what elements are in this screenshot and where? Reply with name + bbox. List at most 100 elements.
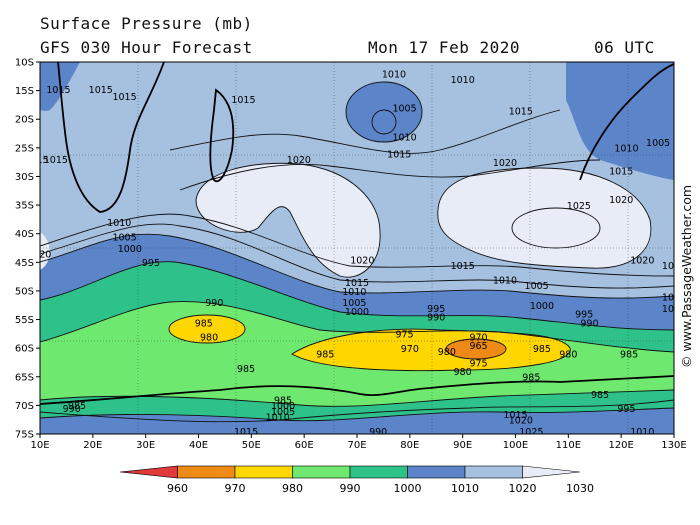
colorbar-label: 1020 <box>509 482 537 495</box>
lon-label: 60E <box>295 440 314 451</box>
lat-label: 30S <box>15 172 34 183</box>
pressure-label: 985 <box>195 318 213 329</box>
pressure-label: 1005 <box>525 281 549 292</box>
colorbar-label: 980 <box>282 482 303 495</box>
pressure-label: 1000 <box>662 293 686 304</box>
pressure-label: 985 <box>68 401 86 412</box>
pressure-label: 1010 <box>392 132 416 143</box>
pressure-label: 1010 <box>630 427 654 438</box>
pressure-label: 985 <box>274 396 292 407</box>
pressure-label: 980 <box>438 347 456 358</box>
blob-980-left <box>169 315 245 343</box>
blob-970 <box>446 339 506 359</box>
pressure-label: 1010 <box>614 144 638 155</box>
high-east <box>437 168 651 269</box>
pressure-label: 1000 <box>530 301 554 312</box>
pressure-label: 1010 <box>266 413 290 424</box>
pressure-label: 990 <box>580 318 598 329</box>
lat-label: 65S <box>15 372 34 383</box>
pressure-label: 1020 <box>609 195 633 206</box>
lon-label: 90E <box>453 440 472 451</box>
lon-label: 30E <box>136 440 155 451</box>
pressure-label: 1010 <box>662 261 686 272</box>
blob-980-center <box>292 329 571 371</box>
pressure-label: 1010 <box>107 218 131 229</box>
isobars <box>40 81 674 423</box>
lat-label: 25S <box>15 143 34 154</box>
chart-title: Surface Pressure (mb) <box>40 14 253 33</box>
pressure-label: 1005 <box>271 407 295 418</box>
lon-label: 120E <box>608 440 633 451</box>
coastlines <box>40 62 674 405</box>
pressure-label: 995 <box>427 304 445 315</box>
pressure-label: 990 <box>63 404 81 415</box>
colorbar-label: 1030 <box>566 482 594 495</box>
colorbar-segment <box>349 465 408 479</box>
pressure-label: 985 <box>533 344 551 355</box>
forecast-date: Mon 17 Feb 2020 <box>368 38 520 57</box>
lat-label: 35S <box>15 201 34 212</box>
pressure-label: 1005 <box>646 138 670 149</box>
colorbar-segment <box>234 465 293 479</box>
pressure-label: 1000 <box>345 307 369 318</box>
pressure-label: 995 <box>575 310 593 321</box>
forecast-time: 06 UTC <box>594 38 655 57</box>
lon-label: 100E <box>503 440 528 451</box>
pressure-label: 1015 <box>234 427 258 438</box>
lon-label: 50E <box>242 440 261 451</box>
pressure-label: 1000 <box>118 244 142 255</box>
pressure-label: 1010 <box>382 69 406 80</box>
lat-label: 45S <box>15 258 34 269</box>
colorbar-label: 1010 <box>451 482 479 495</box>
pressure-label: 1020 <box>509 416 533 427</box>
lon-label: 40E <box>189 440 208 451</box>
pressure-label: 1015 <box>231 95 255 106</box>
colorbar-segment <box>177 465 236 479</box>
pressure-label: 980 <box>200 333 218 344</box>
colorbar-label: 970 <box>225 482 246 495</box>
pressure-label: 990 <box>205 298 223 309</box>
pressure-label: 1010 <box>493 275 517 286</box>
pressure-label: 1015 <box>46 85 70 96</box>
pressure-label: 995 <box>142 258 160 269</box>
pressure-label: 1000 <box>271 401 295 412</box>
pressure-label: 970 <box>469 333 487 344</box>
colorbar-label: 1000 <box>394 482 422 495</box>
pressure-label: 1015 <box>609 167 633 178</box>
pressure-label: 975 <box>395 330 413 341</box>
lat-label: 60S <box>15 344 34 355</box>
svg-text:© www.PassageWeather.com: © www.PassageWeather.com <box>679 185 694 368</box>
lat-label: 55S <box>15 315 34 326</box>
lat-label: 10S <box>15 58 34 69</box>
lat-label: 15S <box>15 86 34 97</box>
lat-label: 40S <box>15 229 34 240</box>
pressure-label: 1015 <box>44 155 68 166</box>
colorbar: 960 970 980 990 1000 1010 1020 1030 <box>119 465 594 495</box>
pressure-label: 975 <box>469 358 487 369</box>
lon-label: 70E <box>347 440 366 451</box>
colorbar-label: 990 <box>340 482 361 495</box>
pressure-label: 1000 <box>662 304 686 315</box>
low-pocket <box>346 82 422 142</box>
pressure-label: 1015 <box>345 278 369 289</box>
pressure-label: 970 <box>401 344 419 355</box>
colorbar-segment <box>292 465 351 479</box>
pressure-label: 1015 <box>451 261 475 272</box>
lon-label: 80E <box>400 440 419 451</box>
lon-label: 130E <box>661 440 686 451</box>
band-coastal-1010 <box>40 408 674 434</box>
colorbar-segment <box>119 465 178 479</box>
pressure-label: 985 <box>620 350 638 361</box>
pressure-label: 1015 <box>509 107 533 118</box>
pressure-label: 995 <box>617 404 635 415</box>
longitude-axis: 10E 20E 30E 40E 50E 60E 70E 80E 90E 100E 110E 120E 1… <box>30 434 687 451</box>
lat-label: 75S <box>15 430 34 441</box>
pressure-label: 1020 <box>287 155 311 166</box>
pressure-label: 1015 <box>387 149 411 160</box>
lon-label: 10E <box>30 440 49 451</box>
pressure-label: 1005 <box>112 232 136 243</box>
pressure-label: 1010 <box>342 287 366 298</box>
chart-subtitle: GFS 030 Hour Forecast <box>40 38 253 57</box>
pressure-label: 980 <box>559 350 577 361</box>
